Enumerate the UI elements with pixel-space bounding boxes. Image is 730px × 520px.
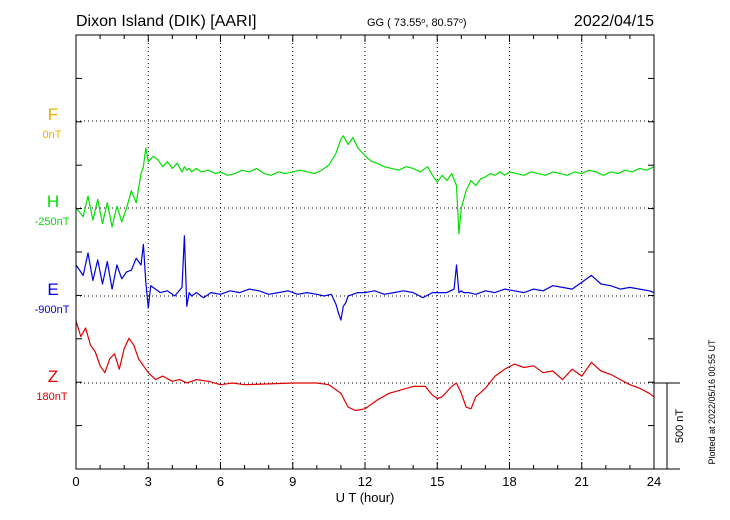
chart-date: 2022/04/15 bbox=[574, 13, 654, 30]
station-title: Dixon Island (DIK) [AARI] bbox=[76, 13, 257, 30]
series-line-Z bbox=[75, 320, 655, 412]
coords-close: ) bbox=[463, 17, 467, 29]
coords-lon: , 80.57 bbox=[425, 17, 459, 29]
x-tick-label: 12 bbox=[358, 474, 372, 489]
baseline-label-Z: 180nT bbox=[36, 391, 67, 403]
scale-bar-label: 500 nT bbox=[674, 409, 686, 444]
station-coordinates: GG ( 73.55o, 80.57o) bbox=[367, 17, 467, 29]
degree-sign-1: o bbox=[421, 18, 425, 25]
x-tick-label: 9 bbox=[289, 474, 296, 489]
gridlines bbox=[76, 35, 654, 469]
x-tick-label: 15 bbox=[430, 474, 444, 489]
baseline-label-E: -900nT bbox=[35, 304, 70, 316]
baseline-label-F: 0nT bbox=[43, 129, 62, 141]
x-tick-label: 21 bbox=[575, 474, 589, 489]
series-line-E bbox=[75, 235, 655, 321]
series-line-H bbox=[75, 135, 655, 235]
x-axis-label: U T (hour) bbox=[336, 490, 395, 505]
component-label-E: E bbox=[47, 280, 58, 299]
degree-sign-2: o bbox=[459, 18, 463, 25]
component-label-H: H bbox=[47, 192, 59, 211]
x-tick-label: 18 bbox=[502, 474, 516, 489]
axis-ticks bbox=[75, 35, 655, 470]
baseline-label-H: -250nT bbox=[35, 216, 70, 228]
x-tick-label: 0 bbox=[72, 474, 79, 489]
x-tick-label: 24 bbox=[647, 474, 661, 489]
series-layer bbox=[75, 135, 655, 412]
x-tick-labels: 0 3 6 9 12 15 18 21 24 bbox=[72, 474, 661, 489]
coords-lat: GG ( 73.55 bbox=[367, 17, 421, 29]
component-labels: F 0nT H -250nT E -900nT Z 180nT bbox=[35, 105, 70, 403]
scale-bar: 500 nT bbox=[654, 382, 686, 470]
component-label-Z: Z bbox=[48, 367, 58, 386]
chart-header: Dixon Island (DIK) [AARI] GG ( 73.55o, 8… bbox=[76, 13, 654, 30]
component-label-F: F bbox=[48, 105, 58, 124]
x-tick-label: 3 bbox=[145, 474, 152, 489]
x-tick-label: 6 bbox=[217, 474, 224, 489]
plotted-timestamp: Plotted at 2022/05/16 00:55 UT bbox=[707, 339, 717, 465]
